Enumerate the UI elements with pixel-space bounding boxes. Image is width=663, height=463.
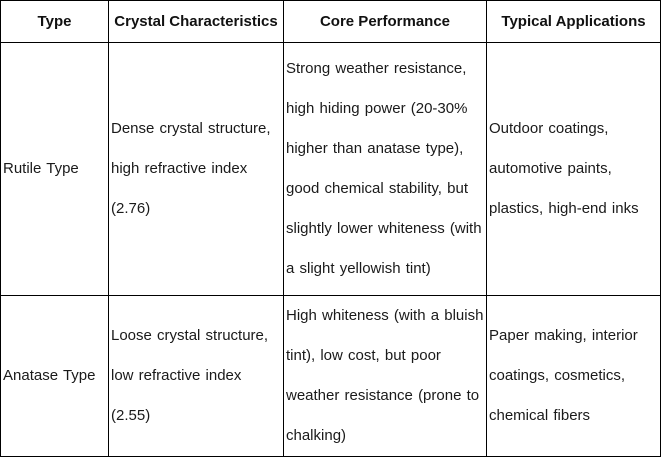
header-cell-crystal-characteristics: Crystal Characteristics (108, 0, 284, 43)
cell-rutile-crystal: Dense crystal structure, high refractive… (108, 42, 284, 296)
table-row-rutile: Rutile Type Dense crystal structure, hig… (0, 42, 661, 296)
header-row: Type Crystal Characteristics Core Perfor… (0, 0, 661, 43)
header-cell-core-performance: Core Performance (283, 0, 487, 43)
header-cell-type: Type (0, 0, 109, 43)
cell-rutile-performance: Strong weather resistance, high hiding p… (283, 42, 487, 296)
cell-anatase-crystal: Loose crystal structure, low refractive … (108, 295, 284, 457)
cell-anatase-performance: High whiteness (with a bluish tint), low… (283, 295, 487, 457)
header-cell-typical-applications: Typical Applications (486, 0, 661, 43)
table-row-anatase: Anatase Type Loose crystal structure, lo… (0, 295, 661, 457)
cell-rutile-applications: Outdoor coatings, automotive paints, pla… (486, 42, 661, 296)
cell-anatase-applications: Paper making, interior coatings, cosmeti… (486, 295, 661, 457)
cell-anatase-type: Anatase Type (0, 295, 109, 457)
cell-rutile-type: Rutile Type (0, 42, 109, 296)
